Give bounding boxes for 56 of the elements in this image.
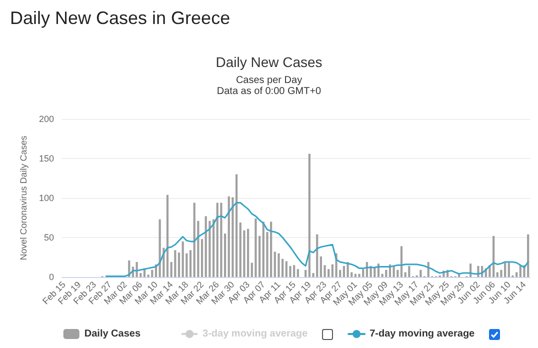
bar <box>270 222 272 277</box>
y-tick-label: 100 <box>38 193 54 203</box>
bar <box>239 222 242 277</box>
bar <box>504 262 506 277</box>
bar <box>228 196 230 277</box>
bar <box>174 250 176 277</box>
bar <box>178 252 180 277</box>
bar <box>235 174 238 277</box>
y-tick-label: 200 <box>38 114 54 124</box>
bar <box>293 265 296 277</box>
bar <box>204 216 207 277</box>
bar <box>262 222 264 277</box>
bar <box>212 219 215 277</box>
bar <box>274 252 276 277</box>
chart-title: Daily New Cases <box>216 54 322 70</box>
bar <box>516 272 518 277</box>
bar <box>308 154 310 277</box>
bar <box>278 253 280 277</box>
bar <box>508 262 510 277</box>
bar <box>328 269 330 277</box>
bar <box>420 270 422 277</box>
bar <box>320 256 322 277</box>
bar <box>189 250 192 277</box>
chart-subtitle: Cases per Day Data as of 0:00 GMT+0 <box>216 75 322 97</box>
bar <box>136 262 138 277</box>
bar <box>492 236 495 277</box>
bar <box>527 234 530 277</box>
legend-label: Daily Cases <box>84 328 141 340</box>
bar <box>362 269 364 277</box>
bar <box>200 239 204 277</box>
bar <box>408 266 410 277</box>
legend-label: 7-day moving average <box>370 328 476 340</box>
bar <box>304 270 307 277</box>
bar <box>216 202 218 277</box>
y-tick-label: 50 <box>44 232 54 242</box>
bar <box>396 270 399 277</box>
y-tick-label: 0 <box>48 272 54 282</box>
bar <box>385 270 388 277</box>
bar <box>316 234 318 277</box>
bar <box>220 202 222 277</box>
bar <box>151 270 154 277</box>
bar <box>166 194 169 277</box>
bar <box>193 202 196 277</box>
bar <box>182 241 184 277</box>
bar <box>400 246 403 277</box>
y-axis-title: Novel Coronavirus Daily Cases <box>18 135 28 260</box>
bar <box>285 261 288 277</box>
y-tick-label: 150 <box>38 154 54 164</box>
bar <box>496 272 498 277</box>
bar <box>296 269 299 277</box>
bar <box>342 266 346 277</box>
bar <box>254 218 257 277</box>
line-series <box>105 202 529 277</box>
text: Daily New Cases in Greece <box>10 8 230 29</box>
bar <box>246 228 250 277</box>
bar <box>346 262 349 277</box>
